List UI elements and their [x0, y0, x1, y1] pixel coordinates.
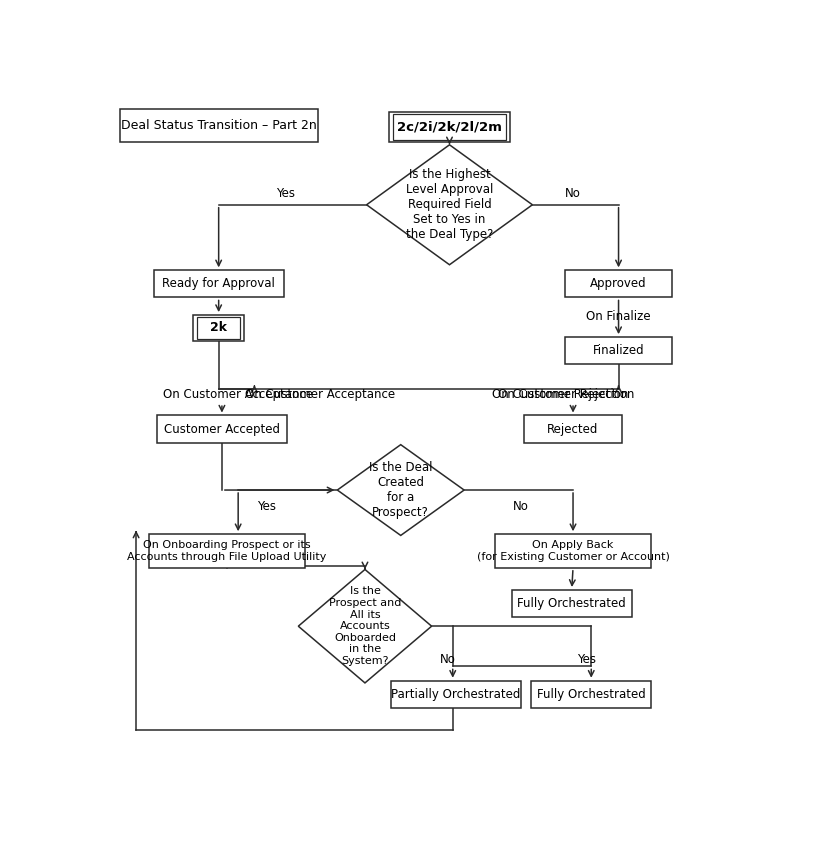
- Bar: [389, 112, 509, 142]
- Polygon shape: [299, 569, 431, 683]
- Text: Ready for Approval: Ready for Approval: [162, 277, 275, 290]
- Bar: [524, 415, 622, 443]
- Text: Approved: Approved: [591, 277, 647, 290]
- Bar: [495, 534, 651, 568]
- Text: Is the
Prospect and
All its
Accounts
Onboarded
in the
System?: Is the Prospect and All its Accounts Onb…: [329, 586, 401, 666]
- Text: Fully Orchestrated: Fully Orchestrated: [537, 688, 646, 701]
- Polygon shape: [337, 445, 464, 536]
- Text: On Onboarding Prospect or its
Accounts through File Upload Utility: On Onboarding Prospect or its Accounts t…: [128, 541, 327, 562]
- Bar: [393, 115, 506, 140]
- Text: On Apply Back
(for Existing Customer or Account): On Apply Back (for Existing Customer or …: [477, 541, 670, 562]
- Text: Deal Status Transition – Part 2n: Deal Status Transition – Part 2n: [121, 120, 316, 132]
- Bar: [157, 415, 287, 443]
- Text: Rejected: Rejected: [547, 423, 599, 435]
- Bar: [119, 109, 318, 142]
- Bar: [197, 317, 240, 338]
- Text: Fully Orchestrated: Fully Orchestrated: [518, 597, 626, 610]
- Text: 2c/2i/2k/2l/2m: 2c/2i/2k/2l/2m: [397, 120, 502, 134]
- Bar: [193, 315, 244, 341]
- Text: Customer Accepted: Customer Accepted: [164, 423, 280, 435]
- Text: Is the Highest
Level Approval
Required Field
Set to Yes in
the Deal Type?: Is the Highest Level Approval Required F…: [406, 168, 493, 242]
- Text: On Customer Acceptance: On Customer Acceptance: [163, 388, 313, 402]
- Bar: [565, 337, 672, 365]
- Bar: [565, 270, 672, 297]
- Text: No: No: [440, 653, 456, 666]
- Text: On Finalize: On Finalize: [586, 310, 651, 322]
- Polygon shape: [367, 145, 533, 264]
- Bar: [391, 680, 521, 708]
- Text: On Customer Rejection: On Customer Rejection: [492, 388, 628, 402]
- Bar: [512, 590, 632, 617]
- Text: Finalized: Finalized: [592, 344, 644, 357]
- Text: No: No: [513, 500, 529, 513]
- Text: On Customer Acceptance: On Customer Acceptance: [245, 387, 395, 401]
- Bar: [154, 270, 284, 297]
- Bar: [149, 534, 305, 568]
- Text: Yes: Yes: [576, 653, 596, 666]
- Text: Partially Orchestrated: Partially Orchestrated: [391, 688, 521, 701]
- Bar: [531, 680, 651, 708]
- Text: Yes: Yes: [276, 187, 295, 200]
- Text: No: No: [565, 187, 581, 200]
- Text: Is the Deal
Created
for a
Prospect?: Is the Deal Created for a Prospect?: [369, 461, 432, 519]
- Text: 2k: 2k: [210, 322, 227, 334]
- Text: Yes: Yes: [257, 500, 276, 513]
- Text: On Customer Rejection: On Customer Rejection: [498, 387, 634, 401]
